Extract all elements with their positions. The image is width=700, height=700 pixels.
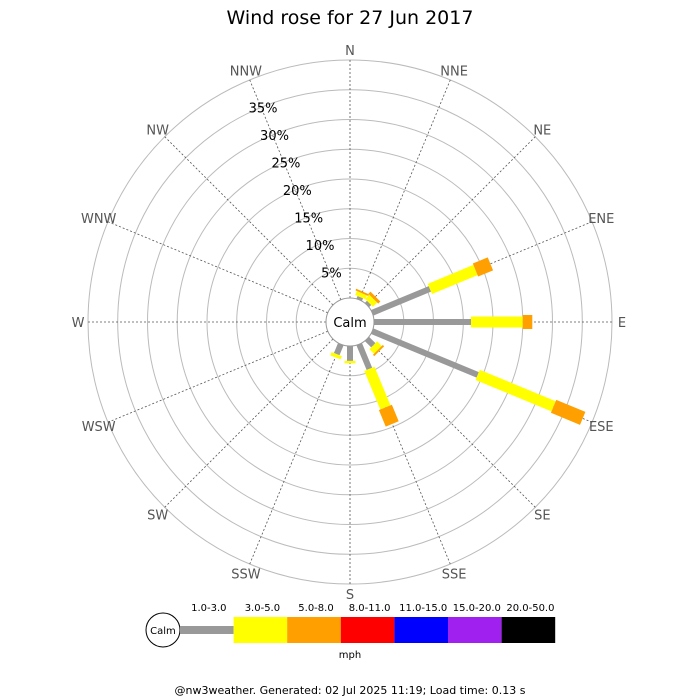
direction-label-s: S [346, 588, 354, 603]
direction-label-ene: ENE [588, 212, 614, 227]
bar-ssw-bin1 [333, 343, 344, 356]
legend-swatch-3 [287, 617, 341, 643]
bar-ese-bin3 [550, 399, 586, 425]
direction-label-ne: NE [533, 124, 551, 139]
bar-se-bin2 [369, 341, 382, 354]
bar-ne-bin1 [364, 300, 372, 308]
direction-label-sw: SW [147, 508, 168, 523]
direction-labels: N NNE NE ENE E ESE SE SSE S SSW SW WSW W WNW NW NNW [72, 44, 627, 603]
legend-bin-label: 3.0-5.0 [245, 603, 280, 614]
ring-label: 35% [249, 101, 278, 116]
bar-se-bin1 [364, 336, 376, 348]
ring-label: 15% [294, 211, 323, 226]
direction-label-w: W [72, 316, 85, 331]
bar-ese-bin2 [475, 369, 556, 412]
ring-label: 10% [306, 239, 335, 254]
direction-label-se: SE [534, 508, 550, 523]
bar-sse-bin3 [378, 404, 399, 427]
legend-bin-label: 5.0-8.0 [298, 603, 333, 614]
bar-ene-bin1 [371, 286, 432, 316]
legend-bin-label: 20.0-50.0 [506, 603, 554, 614]
legend-swatch-7 [501, 617, 556, 643]
ring-label: 25% [271, 156, 300, 171]
direction-label-nnw: NNW [230, 65, 262, 80]
bar-nne-bin2 [355, 291, 367, 300]
bar-ese-bin1 [371, 328, 479, 378]
direction-label-e: E [618, 316, 626, 331]
legend-bin-label: 1.0-3.0 [191, 603, 226, 614]
wind-bars [330, 257, 586, 427]
direction-label-wsw: WSW [82, 420, 116, 435]
legend-swatch-5 [394, 617, 448, 643]
legend-calm-label: Calm [150, 626, 176, 637]
legend-swatch-4 [340, 617, 395, 643]
bar-ssw-bin2 [330, 352, 342, 360]
legend-bin-label: 8.0-11.0 [349, 603, 391, 614]
legend-swatch-2 [233, 617, 288, 643]
ring-label: 30% [260, 129, 289, 144]
bar-ne-bin3 [368, 291, 381, 304]
bar-se-bin3 [372, 344, 385, 357]
bar-sse-bin1 [356, 343, 373, 371]
chart-title: Wind rose for 27 Jun 2017 [227, 7, 474, 29]
direction-label-ese: ESE [589, 420, 614, 435]
calm-label: Calm [333, 316, 366, 331]
bar-ene-bin2 [427, 264, 478, 294]
direction-label-nw: NW [146, 124, 169, 139]
direction-label-sse: SSE [442, 567, 467, 582]
speed-legend: Calm 1.0-3.0 3.0-5.0 5.0-8.0 8.0-11.0 11.0-15… [145, 603, 556, 661]
percent-labels: 5% 10% 15% 20% 25% 30% 35% [249, 101, 342, 281]
legend-bin-label: 11.0-15.0 [399, 603, 447, 614]
legend-swatch-6 [448, 617, 502, 643]
grid-ring [147, 119, 553, 525]
calm-circle [325, 297, 375, 347]
direction-label-ssw: SSW [231, 567, 261, 582]
footer-text: @nw3weather. Generated: 02 Jul 2025 11:1… [175, 684, 526, 697]
bar-nne-bin3 [355, 288, 370, 297]
legend-swatch-1 [180, 626, 234, 634]
bar-nne-bin1 [356, 295, 364, 301]
legend-unit: mph [339, 650, 361, 661]
direction-label-n: N [345, 44, 355, 59]
ring-label: 5% [321, 266, 342, 281]
bar-sse-bin2 [364, 366, 391, 410]
ring-label: 20% [283, 184, 312, 199]
direction-label-nne: NNE [440, 65, 468, 80]
direction-label-wnw: WNW [81, 212, 117, 227]
bar-ene-bin3 [472, 257, 494, 277]
legend-bin-label: 15.0-20.0 [453, 603, 501, 614]
bar-ne-bin2 [365, 294, 378, 307]
